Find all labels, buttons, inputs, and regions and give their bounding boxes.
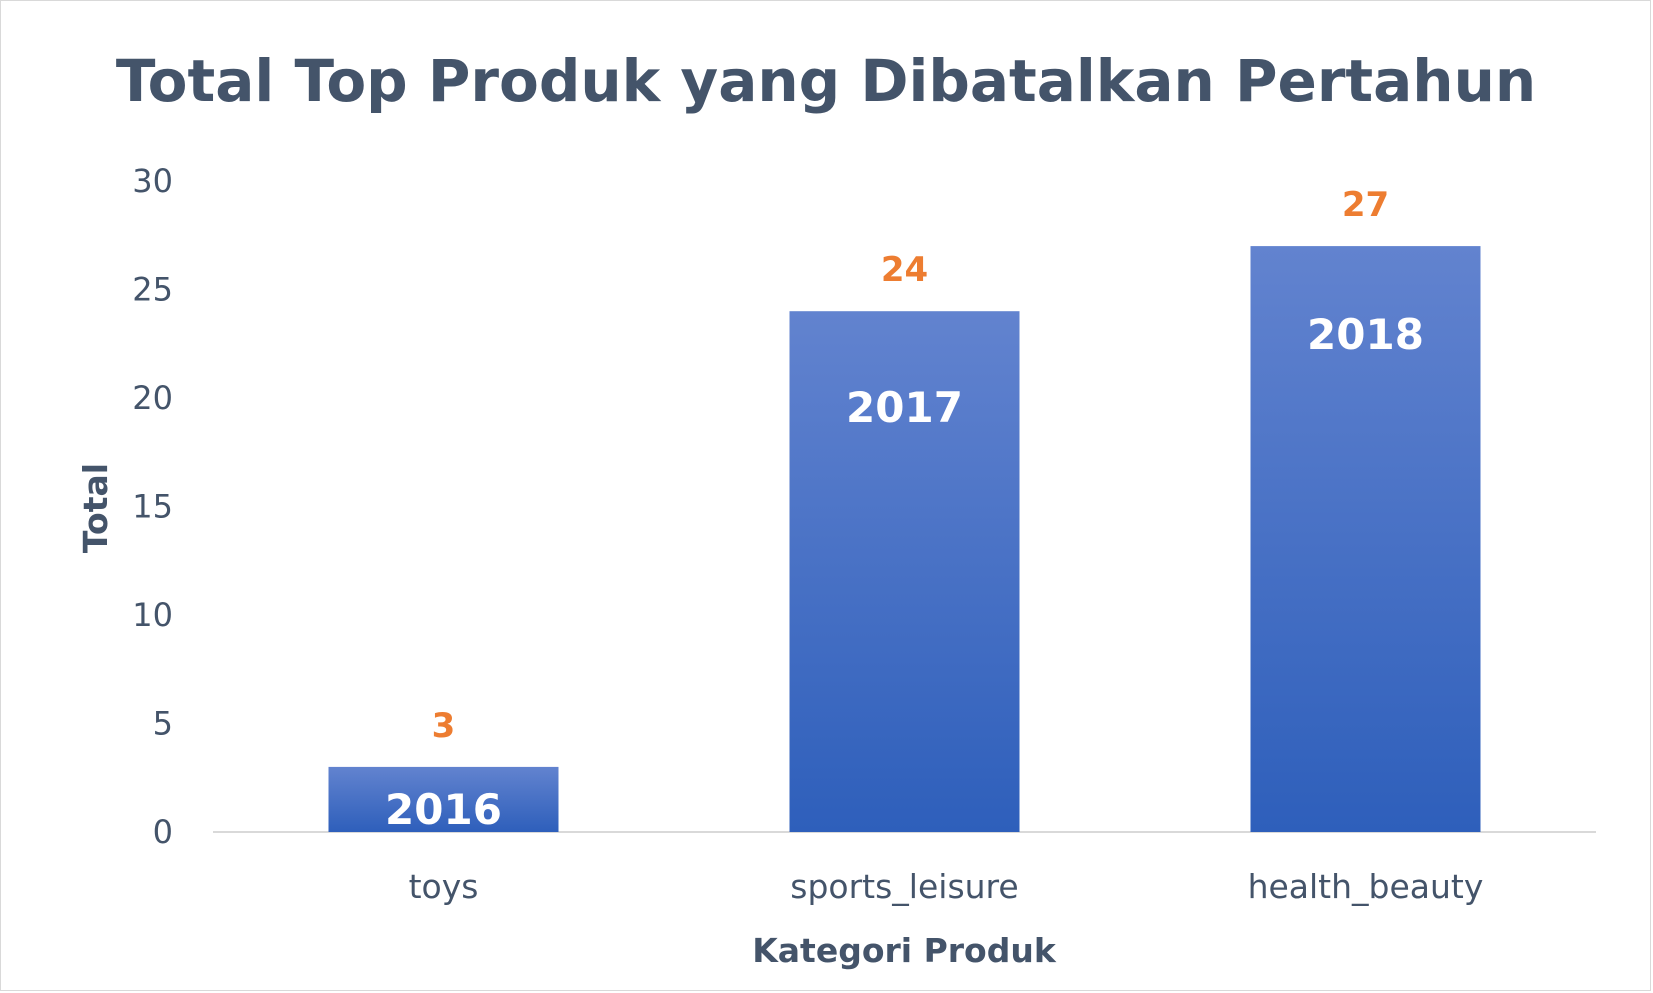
y-axis-title: Total <box>76 463 115 553</box>
y-tick-label: 20 <box>132 379 173 417</box>
bar-year-label: 2018 <box>1307 310 1424 359</box>
bar-sports_leisure <box>789 311 1020 832</box>
y-axis: 0 5 10 15 20 25 30 <box>132 162 173 851</box>
data-label-value: 3 <box>432 706 456 746</box>
y-tick-label: 5 <box>153 705 173 743</box>
bar-series: 3 2016 toys 24 2017 sports_leisure 27 2018 healt… <box>328 185 1484 906</box>
y-tick-label: 10 <box>132 596 173 634</box>
y-tick-label: 30 <box>132 162 173 200</box>
x-tick-label: sports_leisure <box>790 867 1018 906</box>
x-tick-label: health_beauty <box>1248 867 1484 906</box>
x-axis-title: Kategori Produk <box>752 931 1057 970</box>
data-label-value: 24 <box>881 250 928 290</box>
bar-year-label: 2016 <box>385 785 502 834</box>
chart-title: Total Top Produk yang Dibatalkan Pertahu… <box>116 47 1536 115</box>
data-label-value: 27 <box>1342 185 1389 225</box>
x-tick-label: toys <box>409 867 479 906</box>
bar-health_beauty <box>1250 246 1481 833</box>
y-tick-label: 15 <box>132 488 173 526</box>
y-tick-label: 25 <box>132 271 173 309</box>
y-tick-label: 0 <box>153 813 173 851</box>
bar-toys <box>328 766 559 832</box>
bar-year-label: 2017 <box>846 383 963 432</box>
